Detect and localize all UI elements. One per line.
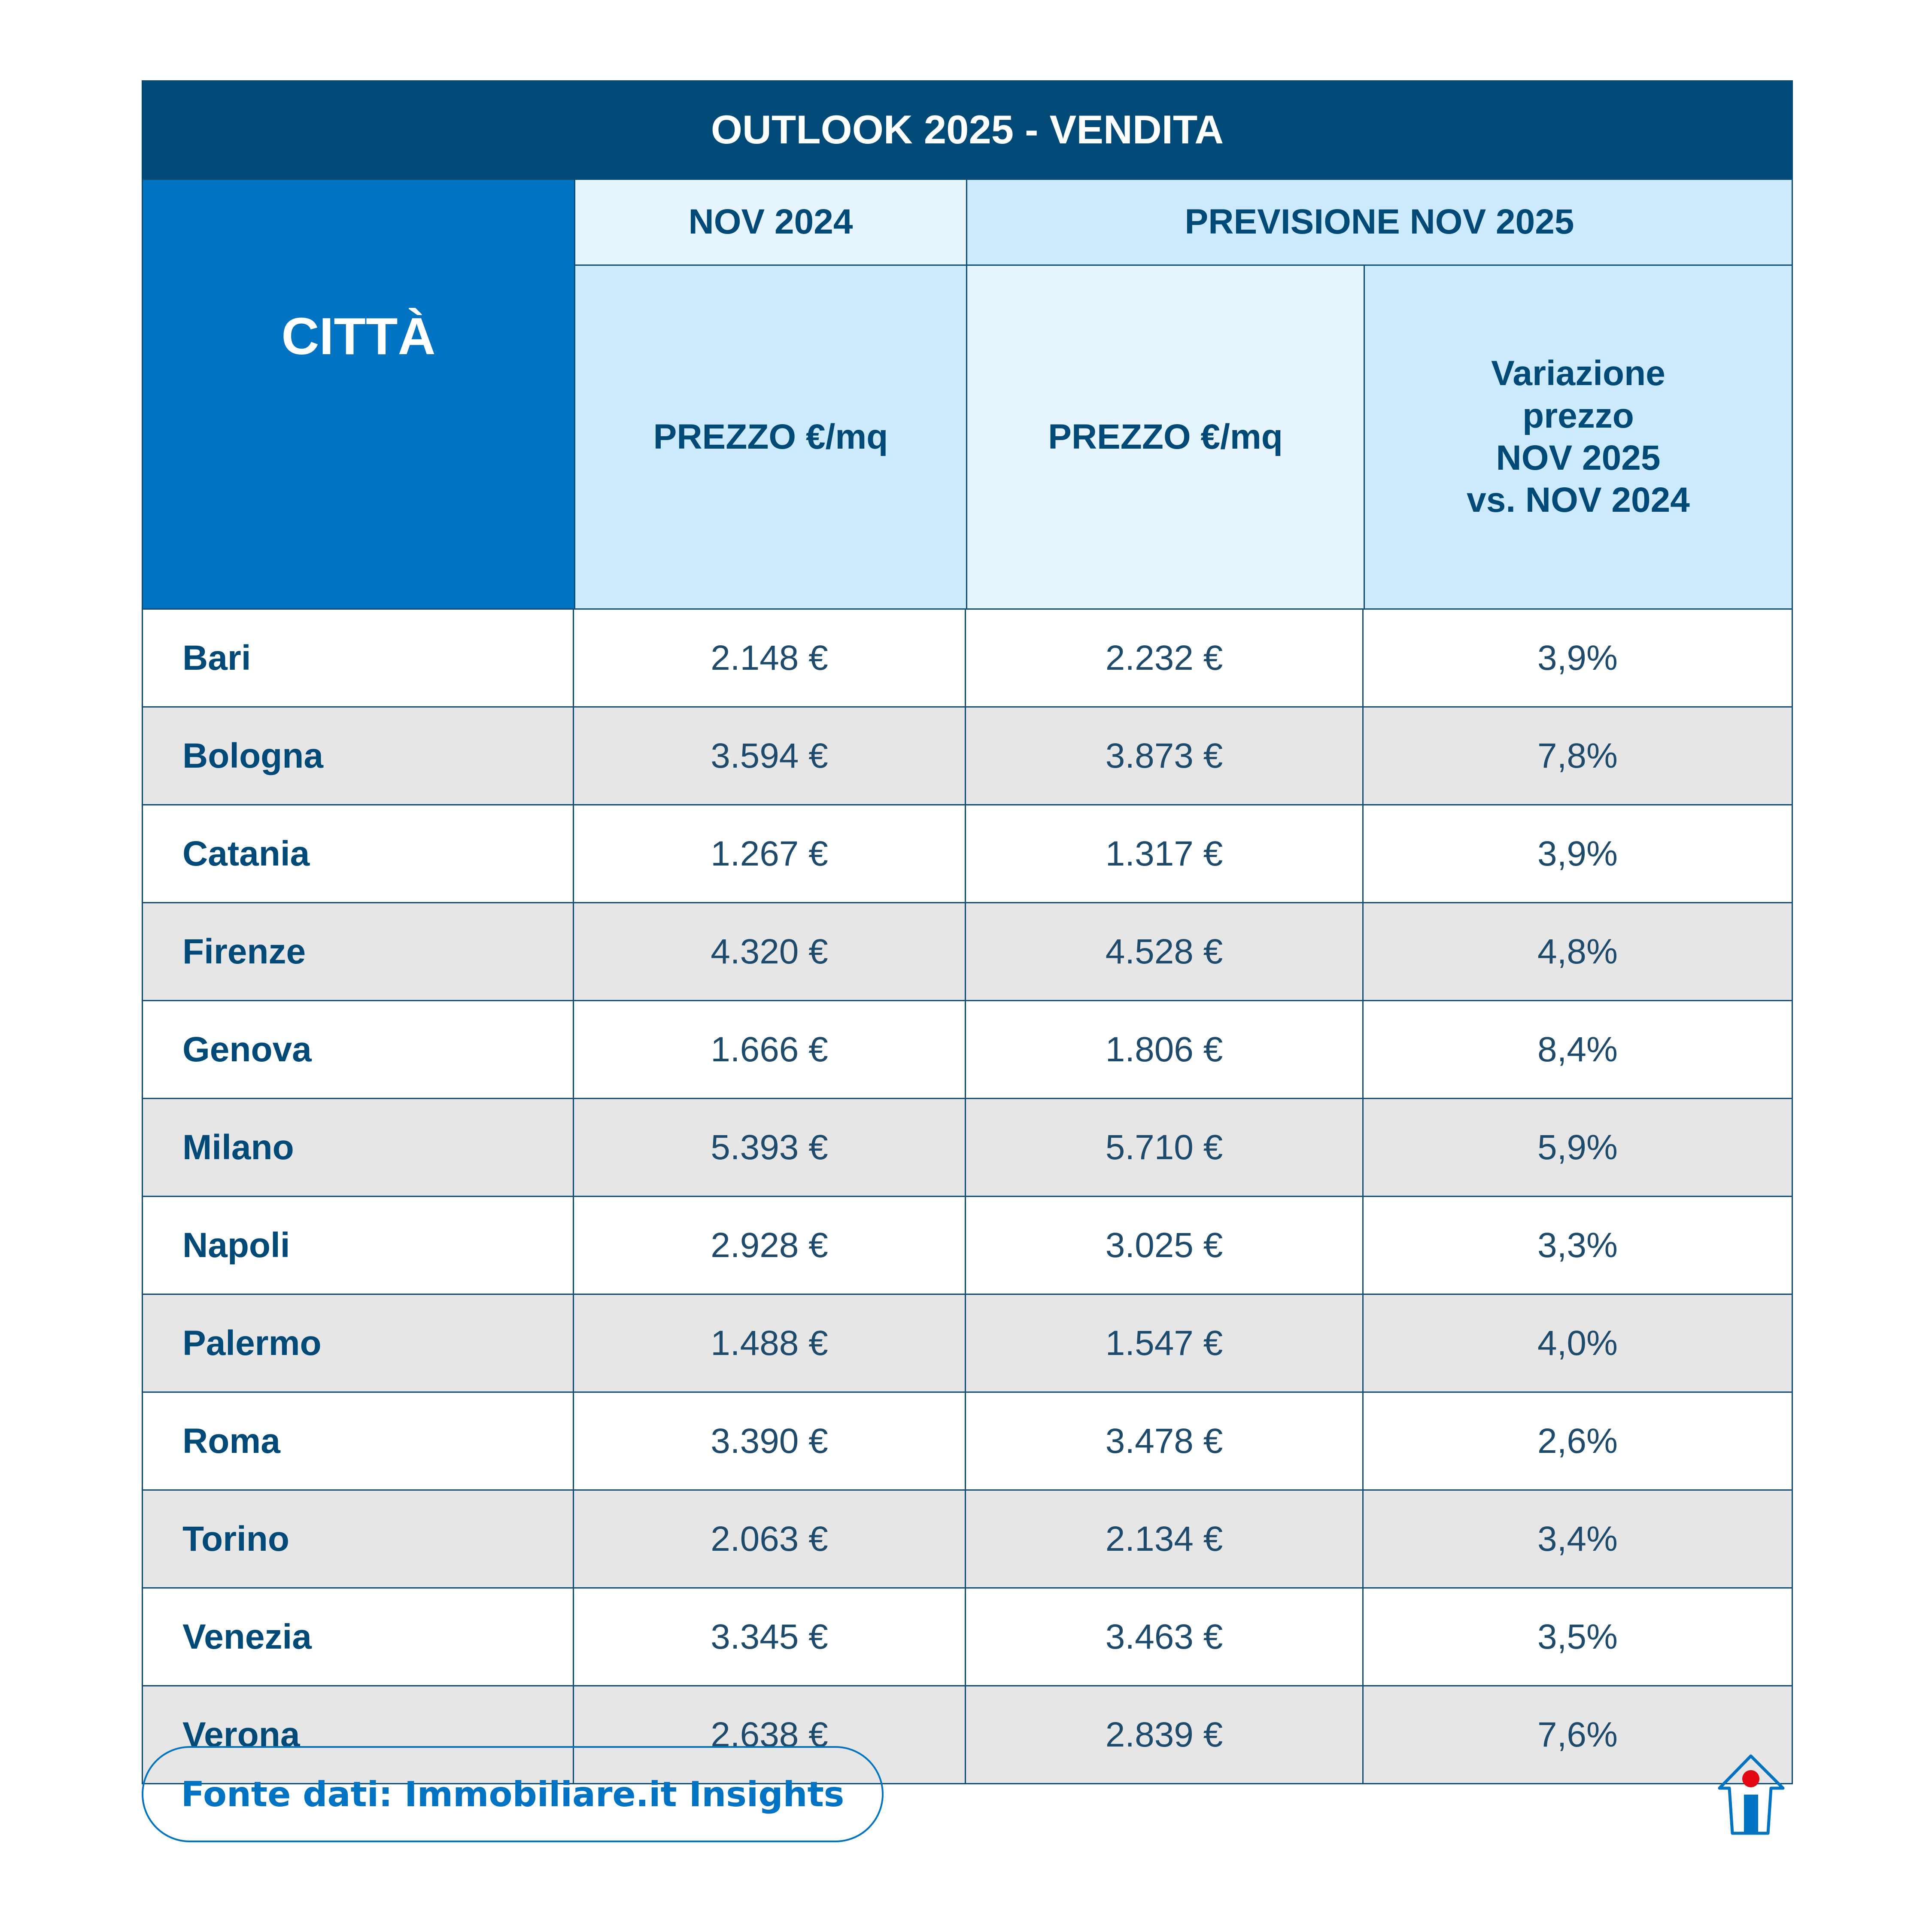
variation-cell: 3,9% — [1364, 805, 1793, 903]
price-2025-cell: 1.547 € — [966, 1295, 1364, 1393]
price-2024-cell: 1.666 € — [574, 1001, 966, 1099]
price-2024-cell: 5.393 € — [574, 1099, 966, 1197]
header-forecast: PREVISIONE NOV 2025 — [966, 179, 1793, 266]
price-2024-cell: 4.320 € — [574, 903, 966, 1001]
table-row: Bari 2.148 €2.232 €3,9% — [142, 610, 1793, 708]
table-row: Firenze 4.320 €4.528 €4,8% — [142, 903, 1793, 1001]
price-2025-cell: 2.134 € — [966, 1491, 1364, 1589]
price-2024-cell: 2.928 € — [574, 1197, 966, 1295]
price-2025-cell: 5.710 € — [966, 1099, 1364, 1197]
city-cell: Roma — [142, 1393, 574, 1491]
variation-cell: 5,9% — [1364, 1099, 1793, 1197]
variation-cell: 3,5% — [1364, 1589, 1793, 1686]
city-cell: Torino — [142, 1491, 574, 1589]
header-price-2024: PREZZO €/mq — [574, 264, 967, 610]
price-2024-cell: 1.488 € — [574, 1295, 966, 1393]
variation-cell: 3,9% — [1364, 610, 1793, 708]
table-row: Torino 2.063 €2.134 €3,4% — [142, 1491, 1793, 1589]
table-row: Napoli 2.928 €3.025 €3,3% — [142, 1197, 1793, 1295]
city-cell: Palermo — [142, 1295, 574, 1393]
variation-cell: 7,6% — [1364, 1686, 1793, 1784]
price-2025-cell: 3.463 € — [966, 1589, 1364, 1686]
city-cell: Milano — [142, 1099, 574, 1197]
header-city: CITTÀ — [142, 179, 575, 610]
variation-cell: 2,6% — [1364, 1393, 1793, 1491]
price-2025-cell: 3.025 € — [966, 1197, 1364, 1295]
price-2025-cell: 4.528 € — [966, 903, 1364, 1001]
price-2024-cell: 1.267 € — [574, 805, 966, 903]
table-row: Venezia 3.345 €3.463 €3,5% — [142, 1589, 1793, 1686]
city-cell: Napoli — [142, 1197, 574, 1295]
price-2024-cell: 2.148 € — [574, 610, 966, 708]
table-body: Bari 2.148 €2.232 €3,9% Bologna 3.594 €3.87… — [142, 610, 1793, 1784]
city-cell: Verona — [142, 1686, 574, 1784]
table-row: Milano 5.393 €5.710 €5,9% — [142, 1099, 1793, 1197]
header-variation-line: vs. NOV 2024 — [1467, 480, 1690, 520]
price-2024-cell: 3.345 € — [574, 1589, 966, 1686]
variation-cell: 3,3% — [1364, 1197, 1793, 1295]
header-variation-line: NOV 2025 — [1496, 438, 1661, 477]
city-cell: Bologna — [142, 708, 574, 805]
table-row: Catania 1.267 €1.317 €3,9% — [142, 805, 1793, 903]
city-cell: Catania — [142, 805, 574, 903]
price-2024-cell: 3.390 € — [574, 1393, 966, 1491]
price-2025-cell: 3.873 € — [966, 708, 1364, 805]
variation-cell: 4,0% — [1364, 1295, 1793, 1393]
price-2025-cell: 1.317 € — [966, 805, 1364, 903]
variation-cell: 8,4% — [1364, 1001, 1793, 1099]
city-cell: Venezia — [142, 1589, 574, 1686]
table-row: Bologna 3.594 €3.873 €7,8% — [142, 708, 1793, 805]
price-2024-cell: 2.063 € — [574, 1491, 966, 1589]
header-nov-2024: NOV 2024 — [574, 179, 967, 266]
header-price-2025: PREZZO €/mq — [966, 264, 1365, 610]
header-variation-line: prezzo — [1522, 396, 1634, 435]
price-2025-cell: 3.478 € — [966, 1393, 1364, 1491]
header-variation-line: Variazione — [1491, 354, 1665, 393]
table-row: Palermo 1.488 €1.547 €4,0% — [142, 1295, 1793, 1393]
table-row: Genova 1.666 €1.806 €8,4% — [142, 1001, 1793, 1099]
price-2025-cell: 2.839 € — [966, 1686, 1364, 1784]
price-2024-cell: 3.594 € — [574, 708, 966, 805]
table-title: OUTLOOK 2025 - VENDITA — [142, 80, 1793, 179]
table-header: CITTÀ NOV 2024 PREVISIONE NOV 2025 PREZZ… — [142, 179, 1793, 610]
price-2025-cell: 2.232 € — [966, 610, 1364, 708]
variation-cell: 3,4% — [1364, 1491, 1793, 1589]
outlook-table: OUTLOOK 2025 - VENDITA CITTÀ NOV 2024 PR… — [142, 80, 1793, 1784]
header-variation: Variazione prezzo NOV 2025 vs. NOV 2024 — [1364, 264, 1793, 610]
city-cell: Bari — [142, 610, 574, 708]
variation-cell: 7,8% — [1364, 708, 1793, 805]
immobiliare-house-icon — [1718, 1754, 1785, 1835]
variation-cell: 4,8% — [1364, 903, 1793, 1001]
source-badge: Fonte dati: Immobiliare.it Insights — [142, 1746, 884, 1842]
city-cell: Genova — [142, 1001, 574, 1099]
city-cell: Firenze — [142, 903, 574, 1001]
price-2025-cell: 1.806 € — [966, 1001, 1364, 1099]
table-row: Roma 3.390 €3.478 €2,6% — [142, 1393, 1793, 1491]
